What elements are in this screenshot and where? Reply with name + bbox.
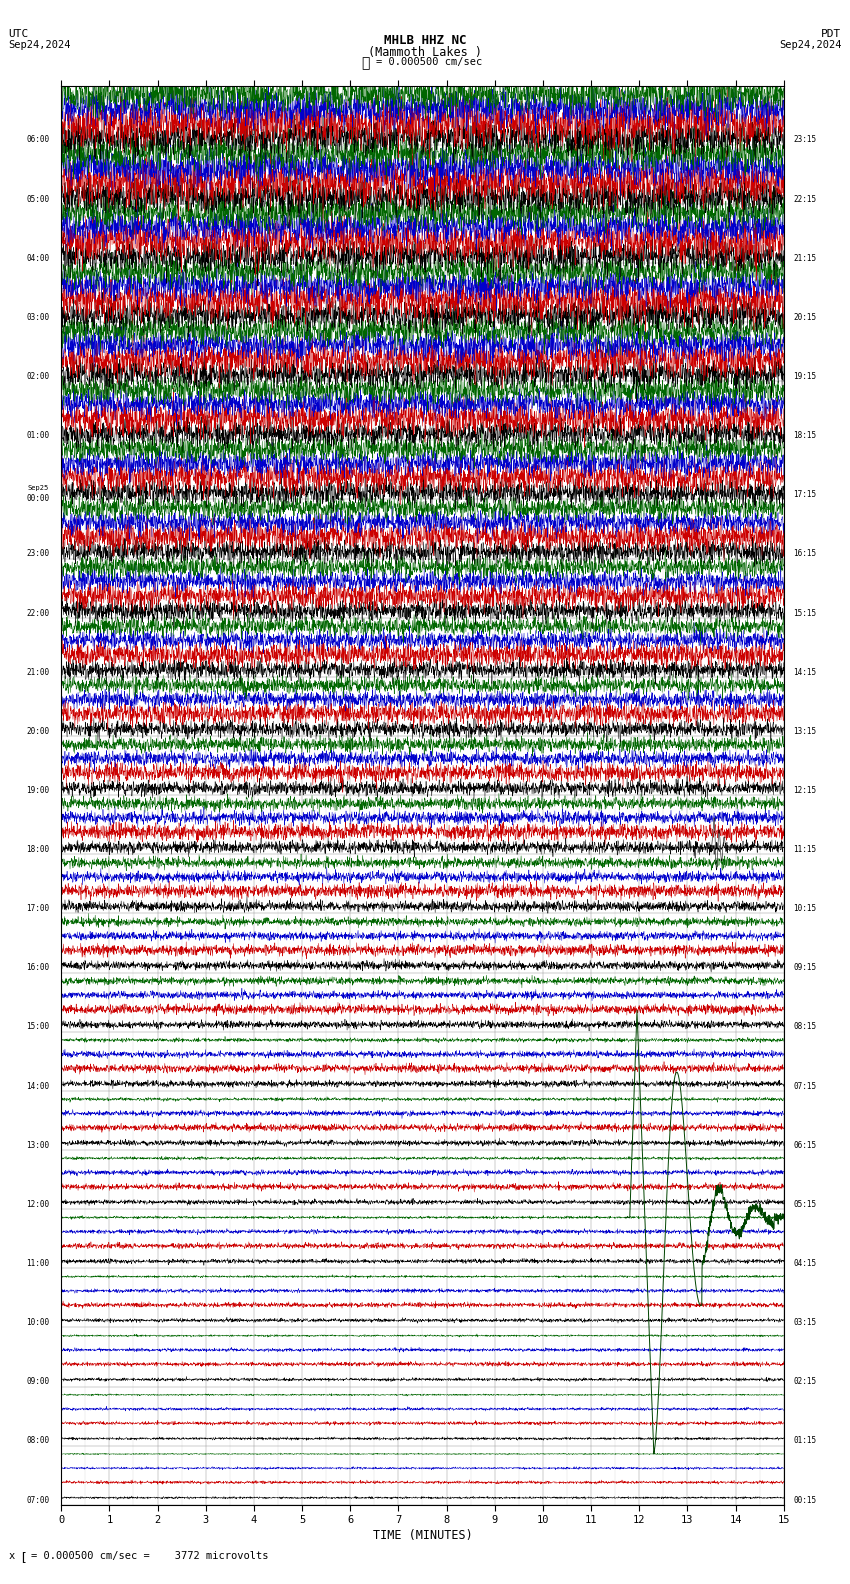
Text: 11:15: 11:15 [793,846,817,854]
Text: 05:15: 05:15 [793,1201,817,1209]
Text: 13:15: 13:15 [793,727,817,737]
Text: 06:15: 06:15 [793,1140,817,1150]
X-axis label: TIME (MINUTES): TIME (MINUTES) [372,1530,473,1543]
Text: 01:15: 01:15 [793,1437,817,1446]
Text: 01:00: 01:00 [26,431,49,440]
Text: 05:00: 05:00 [26,195,49,204]
Text: 07:00: 07:00 [26,1495,49,1505]
Text: 00:00: 00:00 [26,494,49,502]
Text: 17:15: 17:15 [793,491,817,499]
Text: 21:00: 21:00 [26,668,49,676]
Text: MHLB HHZ NC: MHLB HHZ NC [383,33,467,48]
Text: (Mammoth Lakes ): (Mammoth Lakes ) [368,46,482,59]
Text: x: x [8,1551,14,1560]
Text: 18:00: 18:00 [26,846,49,854]
Text: 13:00: 13:00 [26,1140,49,1150]
Text: 14:00: 14:00 [26,1082,49,1091]
Text: 22:15: 22:15 [793,195,817,204]
Text: 11:00: 11:00 [26,1259,49,1269]
Text: 03:00: 03:00 [26,314,49,322]
Text: 19:00: 19:00 [26,786,49,795]
Text: 03:15: 03:15 [793,1318,817,1327]
Text: 20:15: 20:15 [793,314,817,322]
Text: PDT: PDT [821,29,842,38]
Text: 17:00: 17:00 [26,904,49,914]
Text: 02:00: 02:00 [26,372,49,382]
Text: 04:15: 04:15 [793,1259,817,1269]
Text: 21:15: 21:15 [793,253,817,263]
Text: 00:15: 00:15 [793,1495,817,1505]
Text: 09:15: 09:15 [793,963,817,973]
Text: 10:00: 10:00 [26,1318,49,1327]
Text: 23:15: 23:15 [793,136,817,144]
Text: 16:00: 16:00 [26,963,49,973]
Text: Sep24,2024: Sep24,2024 [8,40,71,49]
Text: 12:00: 12:00 [26,1201,49,1209]
Text: 23:00: 23:00 [26,550,49,559]
Text: 15:00: 15:00 [26,1023,49,1031]
Text: 08:15: 08:15 [793,1023,817,1031]
Text: = 0.000500 cm/sec =    3772 microvolts: = 0.000500 cm/sec = 3772 microvolts [31,1551,268,1560]
Text: 20:00: 20:00 [26,727,49,737]
Text: 04:00: 04:00 [26,253,49,263]
Text: 08:00: 08:00 [26,1437,49,1446]
Text: ⎳: ⎳ [361,55,370,70]
Text: [: [ [19,1551,26,1563]
Text: Sep25: Sep25 [28,485,49,491]
Text: 07:15: 07:15 [793,1082,817,1091]
Text: = 0.000500 cm/sec: = 0.000500 cm/sec [376,57,482,67]
Text: 18:15: 18:15 [793,431,817,440]
Text: 16:15: 16:15 [793,550,817,559]
Text: 22:00: 22:00 [26,608,49,618]
Text: UTC: UTC [8,29,29,38]
Text: 14:15: 14:15 [793,668,817,676]
Text: Sep24,2024: Sep24,2024 [779,40,842,49]
Text: 19:15: 19:15 [793,372,817,382]
Text: 02:15: 02:15 [793,1378,817,1386]
Text: 06:00: 06:00 [26,136,49,144]
Text: 09:00: 09:00 [26,1378,49,1386]
Text: 12:15: 12:15 [793,786,817,795]
Text: 15:15: 15:15 [793,608,817,618]
Text: 10:15: 10:15 [793,904,817,914]
